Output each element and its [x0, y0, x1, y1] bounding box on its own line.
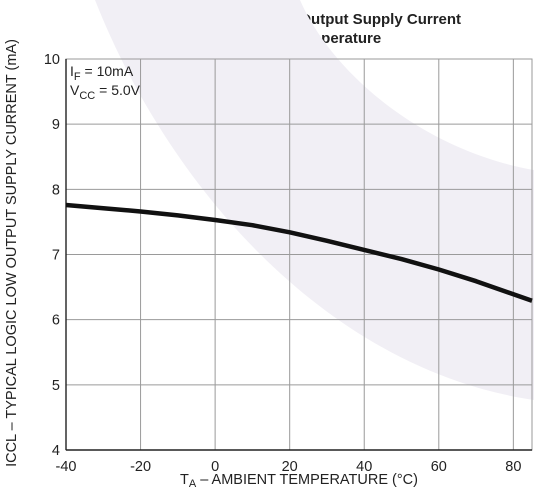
y-tick-label: 9 [52, 117, 60, 133]
x-axis-label: TA – AMBIENT TEMPERATURE (°C) [66, 472, 532, 490]
x-axis-label-symbol: T [180, 472, 189, 488]
y-tick-label: 5 [52, 378, 60, 394]
annotation: VCC = 5.0V [70, 82, 141, 102]
y-tick-label: 6 [52, 313, 60, 329]
series-line [65, 202, 533, 303]
x-tick-label: 60 [431, 459, 447, 475]
annotation: IF = 10mA [70, 63, 134, 83]
x-axis-label-subscript: A [188, 478, 197, 490]
y-tick-label: 10 [44, 52, 60, 68]
x-tick-label: -20 [130, 459, 151, 475]
x-tick-label: -40 [56, 459, 77, 475]
y-tick-label: 7 [52, 248, 60, 264]
y-tick-label: 4 [52, 443, 60, 459]
x-axis-label-text: – AMBIENT TEMPERATURE (°C) [196, 472, 418, 488]
x-tick-label: 80 [505, 459, 521, 475]
x-tick-label: 0 [211, 459, 219, 475]
x-tick-label: 40 [356, 459, 372, 475]
x-tick-label: 20 [282, 459, 298, 475]
y-tick-label: 8 [52, 182, 60, 198]
watermark-shape [95, 0, 534, 400]
